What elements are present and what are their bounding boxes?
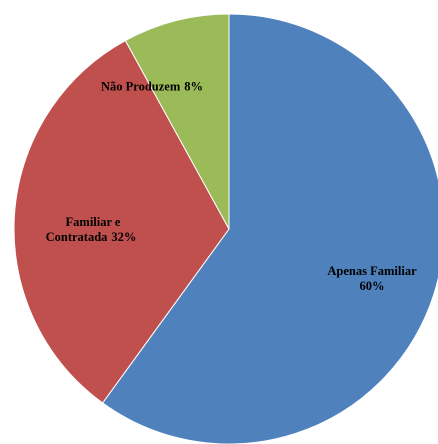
slice-label: Apenas Familiar 60% bbox=[325, 264, 418, 294]
value-label: 60% bbox=[359, 279, 385, 293]
value-label: 32% bbox=[111, 230, 137, 244]
category-label: Apenas Familiar bbox=[327, 264, 417, 278]
pie-slice bbox=[13, 39, 230, 404]
pie-slice bbox=[124, 13, 230, 230]
slice-label: Familiar e Contratada 32% bbox=[37, 215, 147, 245]
slice-label: Não Produzem 8% bbox=[99, 80, 205, 95]
pie-slice bbox=[101, 13, 438, 444]
category-label: Não Produzem bbox=[100, 79, 181, 94]
value-label: 8% bbox=[184, 79, 204, 94]
category-label: Familiar e Contratada bbox=[45, 215, 121, 244]
